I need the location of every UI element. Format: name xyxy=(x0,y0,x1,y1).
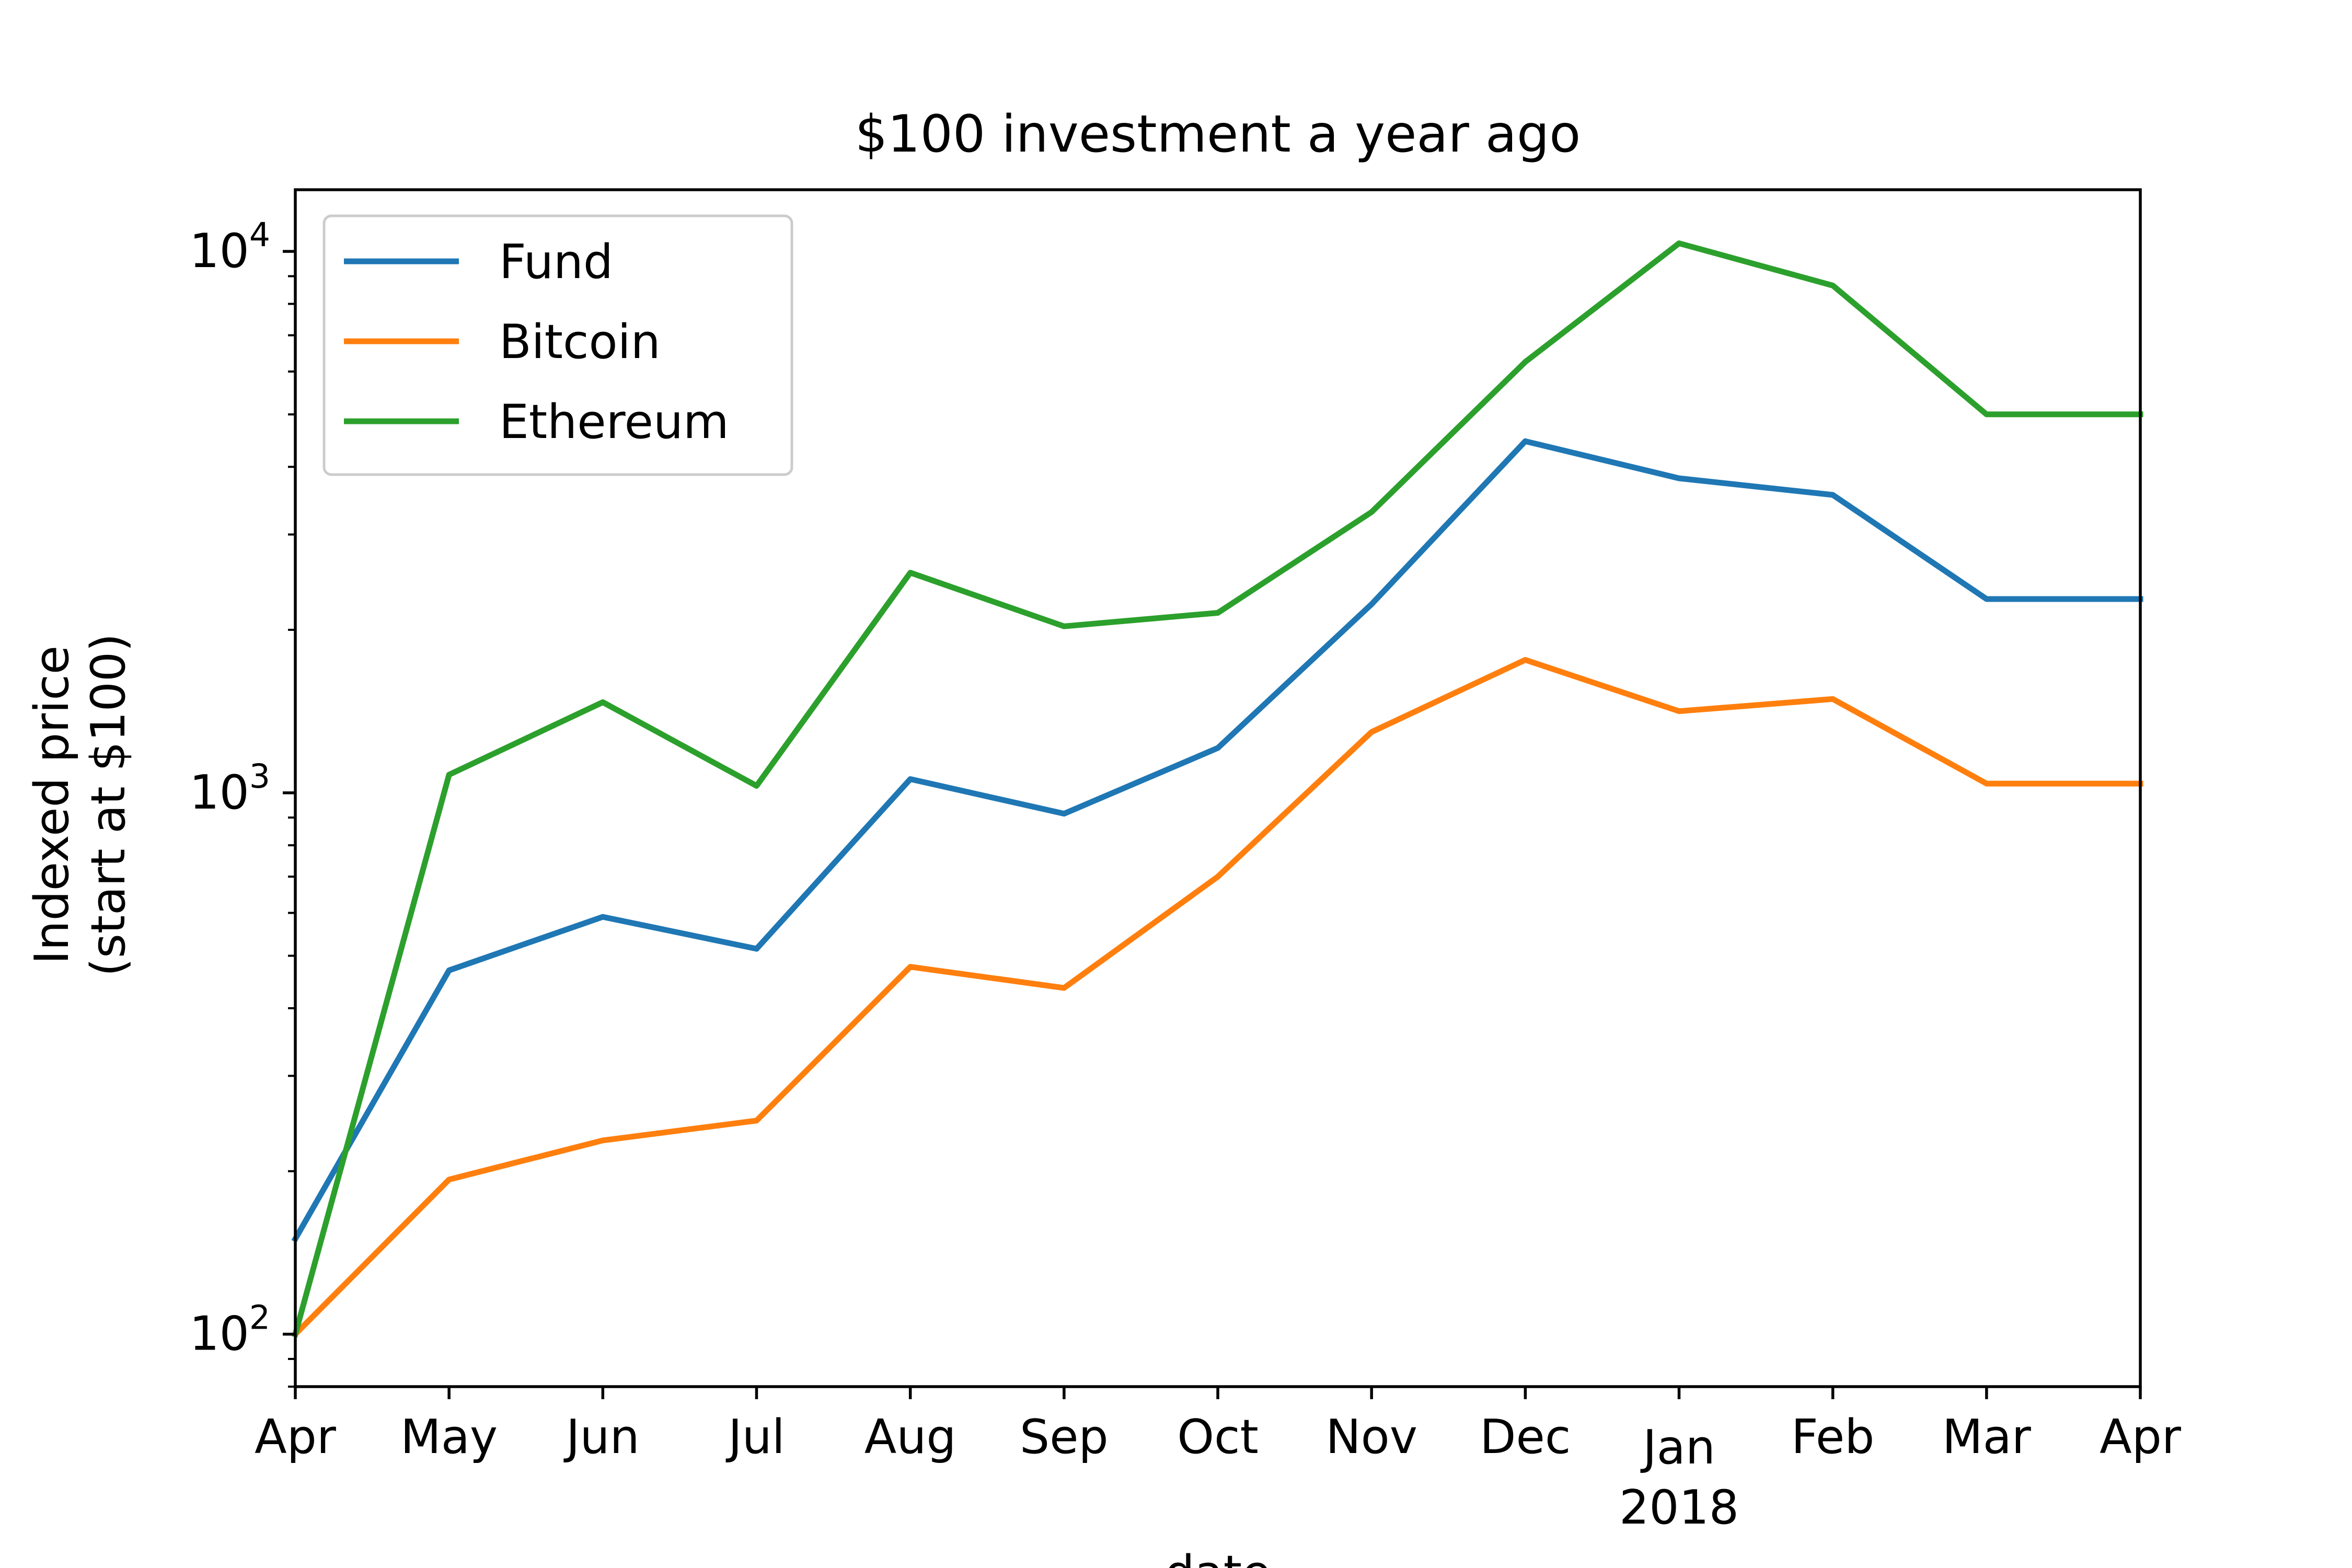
series-line-fund xyxy=(291,438,2143,1243)
y-tick-label: 102 xyxy=(189,1299,270,1362)
series-line-bitcoin xyxy=(291,657,2143,1339)
x-tick-label: Mar xyxy=(1942,1410,2031,1465)
x-axis-label: date xyxy=(1165,1546,1271,1568)
x-tick-year-label: 2018 xyxy=(1619,1480,1739,1535)
x-tick-label: Jul xyxy=(725,1410,785,1465)
x-axis-ticks: Apr May Jun Jul Aug Sep Oct Nov Dec Jan Feb Mar Apr 2… xyxy=(255,1387,2181,1535)
y-tick-label: 103 xyxy=(189,757,270,820)
chart-title: $100 investment a year ago xyxy=(855,105,1581,164)
series-group xyxy=(291,240,2143,1339)
x-tick-label: Dec xyxy=(1480,1410,1571,1465)
x-tick-label: Jun xyxy=(563,1410,640,1465)
legend-label-fund: Fund xyxy=(499,235,613,290)
y-tick-label: 104 xyxy=(189,216,270,279)
x-tick-label: Feb xyxy=(1791,1410,1874,1465)
y-axis-label-line1: Indexed price xyxy=(25,645,79,964)
x-tick-label: Nov xyxy=(1325,1410,1417,1465)
series-line-ethereum xyxy=(292,240,2143,1338)
x-tick-label: May xyxy=(400,1410,498,1465)
legend-label-ethereum: Ethereum xyxy=(499,395,729,449)
plot-frame xyxy=(294,188,2142,1388)
y-axis-label-line2: (start at $100) xyxy=(81,633,136,977)
legend: Fund Bitcoin Ethereum xyxy=(322,214,793,476)
y-axis-label: Indexed price (start at $100) xyxy=(25,633,136,977)
x-tick-label: Apr xyxy=(255,1410,336,1465)
legend-box xyxy=(322,214,793,476)
x-tick-label: Aug xyxy=(864,1410,956,1465)
x-tick-label: Sep xyxy=(1020,1410,1109,1465)
x-tick-label: Oct xyxy=(1177,1410,1259,1465)
x-tick-label: Jan xyxy=(1640,1420,1715,1475)
x-tick-label: Apr xyxy=(2100,1410,2181,1465)
legend-label-bitcoin: Bitcoin xyxy=(499,315,661,370)
